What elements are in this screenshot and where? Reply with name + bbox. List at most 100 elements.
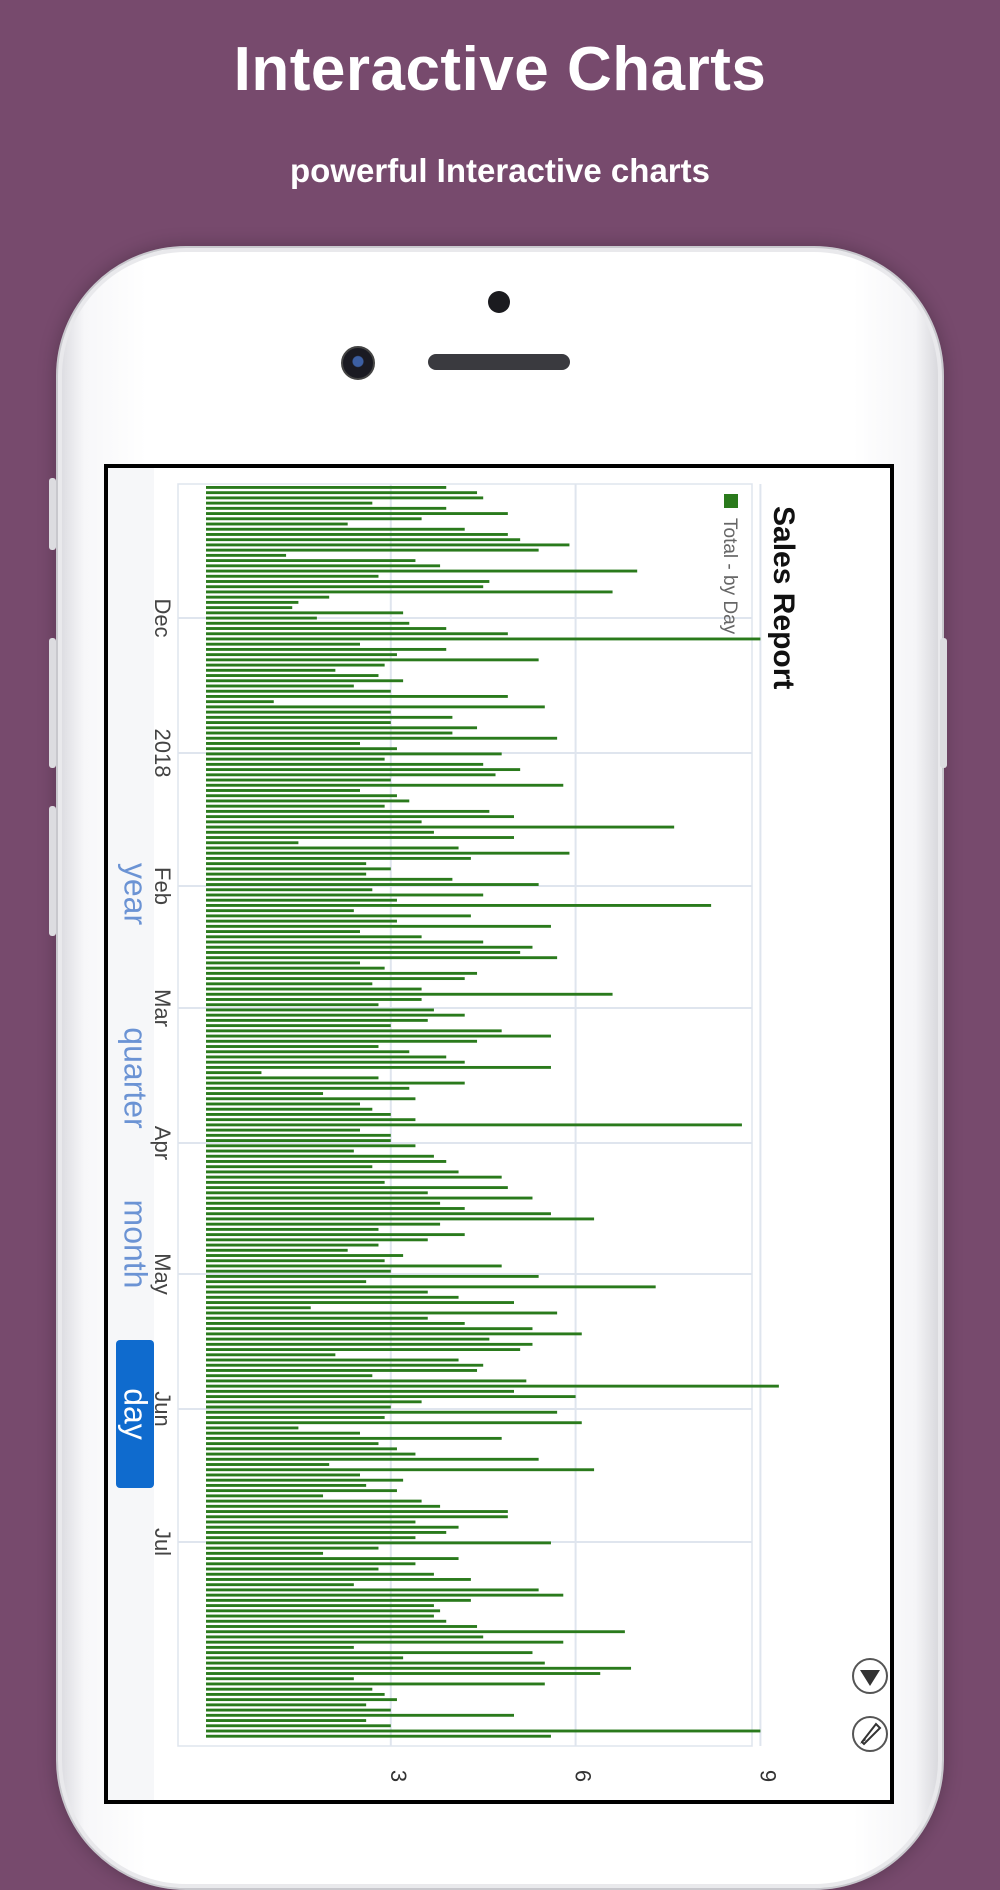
bar (206, 1531, 447, 1534)
bar (206, 1212, 551, 1216)
bar (206, 590, 613, 594)
bar (206, 621, 410, 625)
sales-chart[interactable]: 3 6 9 Dec 2018 Feb Mar Apr May Jun Jul Sales Report… (108, 468, 890, 1800)
bar (206, 1186, 508, 1190)
rocket-icon[interactable] (850, 1714, 890, 1754)
date-tick-label: Apr (150, 1126, 175, 1160)
bar (206, 1630, 625, 1634)
bar (206, 501, 373, 505)
bar (206, 1384, 779, 1388)
bar (206, 820, 422, 824)
bar (206, 595, 330, 599)
bar (206, 872, 367, 876)
bar (206, 538, 521, 542)
bar (206, 1102, 360, 1106)
bar (206, 998, 422, 1001)
bar (206, 1008, 434, 1012)
bar (206, 935, 422, 939)
bar (206, 862, 367, 866)
bar (206, 1071, 262, 1075)
bar (206, 747, 397, 751)
range-selector-strip (108, 468, 154, 1800)
bar (206, 491, 478, 495)
bar (206, 553, 287, 557)
bar (206, 1285, 656, 1289)
bar (206, 1457, 539, 1461)
bar (206, 940, 484, 944)
bar (206, 830, 434, 834)
bar (206, 924, 551, 928)
bar (206, 1400, 422, 1404)
bar (206, 825, 675, 829)
bar (206, 1076, 379, 1080)
bar (206, 846, 459, 850)
bar (206, 1065, 551, 1069)
bar (206, 1567, 379, 1571)
bar (206, 663, 385, 667)
bar (206, 1243, 379, 1247)
bar (206, 1222, 441, 1226)
bar (206, 1160, 447, 1163)
bar (206, 1708, 391, 1712)
bar (206, 742, 360, 745)
bar (206, 1170, 459, 1174)
bar (206, 679, 404, 683)
bar (206, 992, 613, 996)
bar (206, 700, 274, 704)
bar (206, 606, 293, 610)
bar (206, 1086, 410, 1090)
bar (206, 1536, 416, 1540)
bar (206, 689, 391, 693)
bar (206, 1128, 360, 1132)
bar (206, 1254, 404, 1257)
bar (206, 1003, 379, 1007)
bar (206, 961, 360, 965)
bar (206, 585, 484, 589)
bar (206, 1557, 459, 1560)
bar (206, 1541, 551, 1545)
bar (206, 1217, 595, 1221)
bar (206, 1692, 385, 1696)
bar (206, 1572, 434, 1576)
bar (206, 1201, 441, 1205)
bar (206, 851, 570, 855)
bar (206, 1207, 465, 1210)
bar (206, 1332, 582, 1336)
bar (206, 1431, 360, 1435)
value-tick-label: 9 (755, 1770, 780, 1782)
date-tick-label: Feb (150, 867, 175, 905)
bar (206, 971, 478, 975)
bar (206, 1107, 373, 1111)
bar (206, 1609, 441, 1613)
bar (206, 1698, 397, 1702)
bar (206, 564, 441, 568)
bar (206, 1619, 447, 1623)
bar (206, 1113, 391, 1116)
bar (206, 815, 514, 819)
collapse-arrow-icon[interactable] (850, 1656, 890, 1696)
bar (206, 1666, 632, 1670)
bar (206, 1405, 391, 1409)
bar (206, 1729, 761, 1733)
bar (206, 710, 391, 714)
bar (206, 726, 478, 730)
bar (206, 1374, 373, 1378)
bar (206, 611, 404, 615)
bar (206, 533, 508, 536)
bar (206, 684, 354, 688)
bar (206, 888, 373, 892)
bar (206, 1301, 514, 1304)
date-tick-label: Mar (150, 989, 175, 1027)
phone-power-button (940, 638, 947, 768)
bar (206, 1175, 502, 1179)
bar (206, 1614, 434, 1618)
bar (206, 1264, 502, 1268)
bar (206, 898, 397, 902)
bar (206, 527, 465, 531)
bar (206, 1238, 428, 1242)
bar (206, 1379, 527, 1383)
bar (206, 1342, 533, 1346)
bar (206, 809, 490, 813)
range-button-day[interactable]: day (116, 1340, 154, 1488)
bar (206, 966, 385, 970)
